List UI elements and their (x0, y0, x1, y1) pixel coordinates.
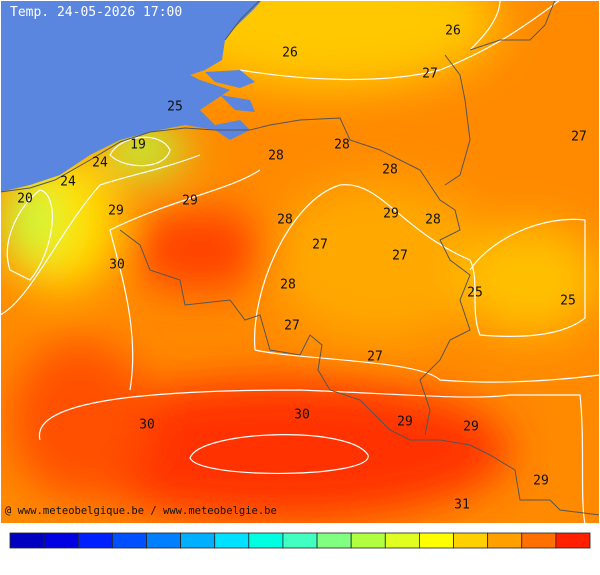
legend-swatch (9, 532, 45, 549)
temperature-label: 26 (282, 46, 298, 61)
isotherm (189, 434, 369, 475)
legend-swatch (555, 532, 591, 549)
legend-swatch (282, 532, 318, 549)
legend-swatch (521, 532, 557, 549)
estuary (205, 70, 255, 112)
temperature-label: 26 (445, 24, 461, 39)
credit: @ www.meteobelgique.be / www.meteobelgie… (5, 505, 277, 517)
legend-swatch (350, 532, 386, 549)
temperature-label: 27 (312, 238, 328, 253)
legend-swatch (146, 532, 181, 549)
temperature-label: 28 (277, 213, 293, 228)
legend-swatch (43, 532, 79, 549)
temperature-label: 29 (182, 194, 198, 209)
temperature-label: 28 (425, 213, 441, 228)
legend-swatch (180, 532, 216, 549)
temperature-label: 30 (294, 408, 310, 423)
isotherm (0, 154, 201, 316)
temperature-label: 29 (533, 474, 549, 489)
temperature-label: 24 (92, 156, 108, 171)
isotherm (6, 189, 53, 281)
sea (0, 0, 262, 192)
temperature-label: 28 (280, 278, 296, 293)
isotherm (109, 136, 171, 167)
temperature-label: 27 (392, 249, 408, 264)
temperature-label: 24 (60, 175, 76, 190)
legend-swatch (316, 532, 352, 549)
temperature-label: 29 (383, 207, 399, 222)
temperature-label: 27 (284, 319, 300, 334)
legend-swatch (419, 532, 454, 549)
temperature-label: 29 (108, 204, 124, 219)
border (224, 0, 556, 186)
temperature-label: 28 (334, 138, 350, 153)
temperature-label: 27 (422, 67, 438, 82)
isotherm (109, 169, 261, 391)
border (249, 117, 471, 436)
legend-swatch (111, 532, 147, 549)
temperature-label: 20 (17, 192, 33, 207)
temperature-label: 28 (382, 163, 398, 178)
temperature-label: 25 (467, 286, 483, 301)
isotherm (253, 184, 600, 383)
color-legend (9, 532, 591, 549)
isotherm (239, 0, 561, 81)
temperature-label: 29 (463, 420, 479, 435)
legend-swatch (453, 532, 489, 549)
temperature-field (0, 0, 600, 524)
temperature-label: 27 (571, 130, 587, 145)
temperature-label: 25 (167, 100, 183, 115)
border (0, 127, 600, 516)
temperature-label: 29 (397, 415, 413, 430)
temperature-label: 19 (130, 138, 146, 153)
isotherm (38, 389, 586, 524)
temperature-label: 27 (367, 350, 383, 365)
legend-swatch (487, 532, 523, 549)
temperature-label: 31 (454, 498, 470, 513)
legend-swatch (248, 532, 284, 549)
legend-swatch (214, 532, 250, 549)
map-title: Temp. 24-05-2026 17:00 (10, 5, 182, 20)
temperature-label: 25 (560, 294, 576, 309)
legend-swatch (384, 532, 420, 549)
legend-swatch (77, 532, 113, 549)
temperature-label: 30 (139, 418, 155, 433)
temperature-label: 30 (109, 258, 125, 273)
isotherm (469, 0, 501, 51)
temperature-labels: 26 26 27 25 27 19 28 28 24 28 24 20 29 29 29 28 28 27 27 30… (17, 24, 587, 513)
temperature-label: 28 (268, 149, 284, 164)
